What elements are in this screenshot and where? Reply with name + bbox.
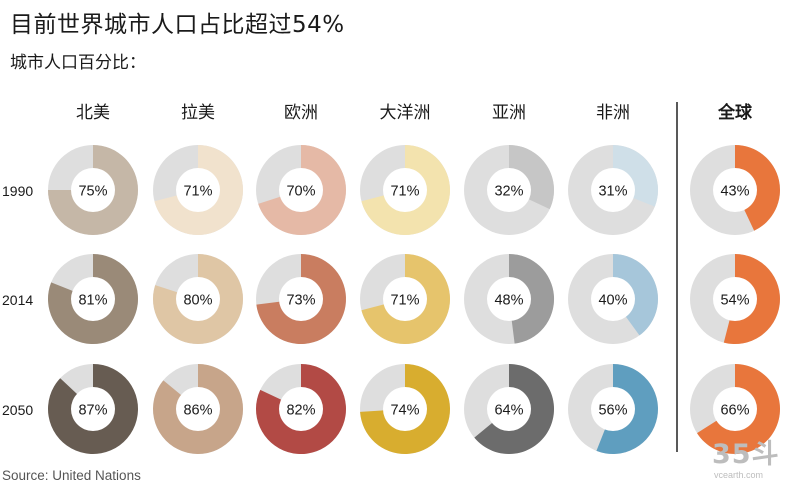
value-label: 73% bbox=[286, 293, 315, 309]
region-header: 拉美 bbox=[181, 103, 215, 123]
value-label: 64% bbox=[494, 403, 523, 419]
value-label: 56% bbox=[598, 403, 627, 419]
value-label: 70% bbox=[286, 184, 315, 200]
watermark-url: vcearth.com bbox=[714, 470, 764, 480]
region-header: 大洋洲 bbox=[380, 103, 431, 123]
region-header: 北美 bbox=[76, 103, 110, 123]
value-label: 86% bbox=[183, 403, 212, 419]
chart-subtitle: 城市人口百分比： bbox=[10, 53, 146, 73]
donut-hole bbox=[279, 387, 323, 431]
value-label: 71% bbox=[390, 293, 419, 309]
donut-hole bbox=[383, 387, 427, 431]
year-label: 2050 bbox=[2, 402, 33, 418]
watermark: 35斗 vcearth.com bbox=[712, 439, 780, 481]
donut-hole bbox=[176, 277, 220, 321]
value-label: 43% bbox=[720, 184, 749, 200]
donut-hole bbox=[176, 387, 220, 431]
value-label: 71% bbox=[390, 184, 419, 200]
year-label: 2014 bbox=[2, 292, 33, 308]
donut-hole bbox=[713, 387, 757, 431]
donut-hole bbox=[71, 387, 115, 431]
donut-hole bbox=[487, 277, 531, 321]
value-label: 48% bbox=[494, 293, 523, 309]
value-label: 66% bbox=[720, 403, 749, 419]
donut-hole bbox=[713, 277, 757, 321]
donut-slice bbox=[509, 253, 555, 344]
value-label: 40% bbox=[598, 293, 627, 309]
donut-hole bbox=[487, 387, 531, 431]
donut-hole bbox=[713, 168, 757, 212]
donut-hole bbox=[176, 168, 220, 212]
donut-hole bbox=[71, 277, 115, 321]
region-header: 非洲 bbox=[596, 103, 630, 123]
donut-slice bbox=[613, 254, 659, 336]
region-header: 欧洲 bbox=[284, 103, 318, 123]
value-label: 74% bbox=[390, 403, 419, 419]
donut-hole bbox=[591, 277, 635, 321]
donut-hole bbox=[591, 168, 635, 212]
year-label: 1990 bbox=[2, 183, 33, 199]
donut-hole bbox=[71, 168, 115, 212]
chart-title: 目前世界城市人口占比超过54% bbox=[10, 12, 345, 38]
donut-hole bbox=[591, 387, 635, 431]
value-label: 32% bbox=[494, 184, 523, 200]
value-label: 31% bbox=[598, 184, 627, 200]
donut-hole bbox=[487, 168, 531, 212]
donut-hole bbox=[279, 277, 323, 321]
source-note: Source: United Nations bbox=[2, 468, 141, 483]
donut-hole bbox=[383, 277, 427, 321]
donut-hole bbox=[383, 168, 427, 212]
value-label: 80% bbox=[183, 293, 212, 309]
region-header: 全球 bbox=[717, 102, 753, 123]
value-label: 75% bbox=[78, 184, 107, 200]
region-header: 亚洲 bbox=[492, 103, 526, 123]
value-label: 54% bbox=[720, 293, 749, 309]
value-label: 71% bbox=[183, 184, 212, 200]
value-label: 81% bbox=[78, 293, 107, 309]
watermark-logo: 35斗 bbox=[712, 439, 780, 470]
value-label: 87% bbox=[78, 403, 107, 419]
donut-hole bbox=[279, 168, 323, 212]
value-label: 82% bbox=[286, 403, 315, 419]
donut-slice bbox=[735, 145, 781, 231]
